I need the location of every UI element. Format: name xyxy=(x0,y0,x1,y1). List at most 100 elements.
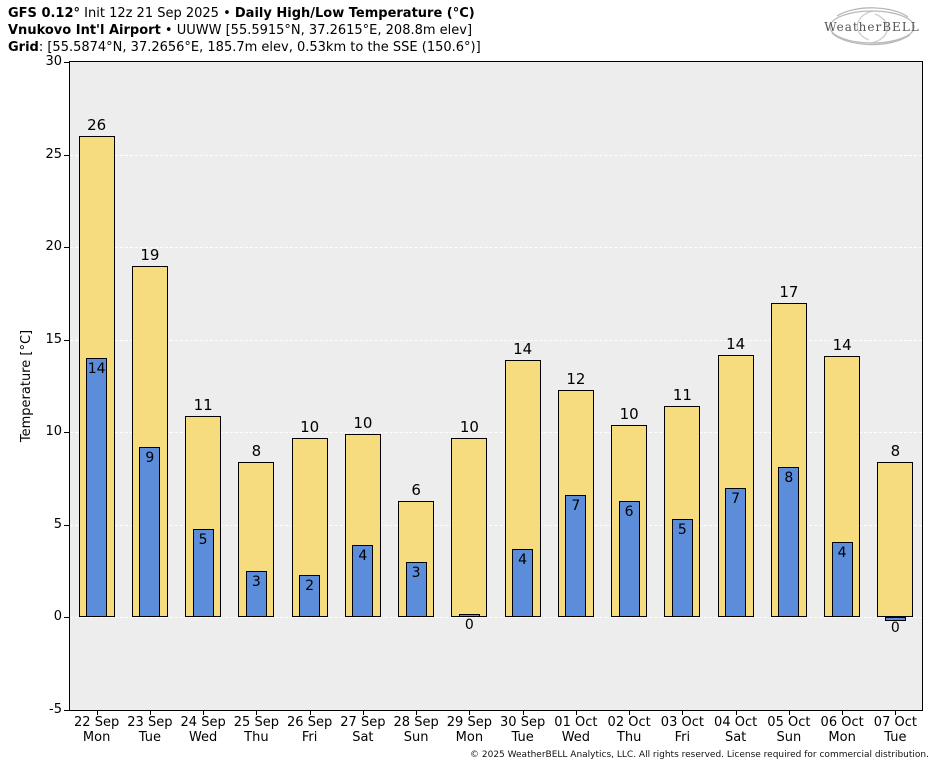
x-tick-day: Mon xyxy=(82,730,111,745)
y-gridline xyxy=(70,154,922,156)
low-value-label: 0 xyxy=(464,616,474,633)
x-tick-label: 07 Oct Tue xyxy=(869,715,922,745)
header-line-2: Vnukovo Int'l Airport • UUWW [55.5915°N,… xyxy=(8,22,481,39)
x-tick-day: Fri xyxy=(674,730,691,745)
x-tick-day: Thu xyxy=(616,730,642,745)
low-bar xyxy=(139,447,161,618)
low-value-label: 0 xyxy=(890,620,900,637)
x-tick-mark xyxy=(575,711,577,715)
chart-title: Daily High/Low Temperature (°C) xyxy=(234,6,475,21)
y-gridline xyxy=(70,247,922,249)
x-tick-label: 25 Sep Thu xyxy=(230,715,283,745)
low-value-label: 5 xyxy=(677,522,687,539)
weatherbell-logo: WeatherBELL xyxy=(817,3,927,55)
low-value-label: 7 xyxy=(731,490,741,507)
x-tick-mark xyxy=(309,711,311,715)
station-info: • UUWW [55.5915°N, 37.2615°E, 208.8m ele… xyxy=(160,23,473,38)
x-tick-date: 05 Oct xyxy=(767,715,811,730)
high-value-label: 12 xyxy=(566,369,586,388)
y-tick-label: 25 xyxy=(45,146,62,162)
low-bar xyxy=(725,487,747,618)
x-tick-date: 27 Sep xyxy=(340,715,386,730)
x-tick-label: 26 Sep Fri xyxy=(283,715,336,745)
y-gridline xyxy=(70,432,922,434)
logo-text: WeatherBELL xyxy=(824,20,920,34)
high-value-label: 11 xyxy=(672,386,692,405)
x-tick-label: 23 Sep Tue xyxy=(123,715,176,745)
x-tick-mark xyxy=(256,711,258,715)
y-gridline xyxy=(70,617,922,619)
init-time: Init 12z 21 Sep 2025 • xyxy=(80,6,235,21)
x-tick-mark xyxy=(895,711,897,715)
x-tick-mark xyxy=(682,711,684,715)
x-tick-day: Wed xyxy=(561,730,591,745)
x-tick-label: 27 Sep Sat xyxy=(336,715,389,745)
high-bar xyxy=(877,461,914,618)
y-tick-label: 5 xyxy=(53,516,62,532)
grid-info: : [55.5874°N, 37.2656°E, 185.7m elev, 0.… xyxy=(38,40,481,55)
x-tick-label: 02 Oct Thu xyxy=(603,715,656,745)
x-tick-label: 24 Sep Wed xyxy=(177,715,230,745)
y-tick-mark xyxy=(64,154,69,156)
high-value-label: 14 xyxy=(832,336,852,355)
x-tick-date: 30 Sep xyxy=(500,715,546,730)
x-tick-mark xyxy=(203,711,205,715)
high-value-label: 6 xyxy=(411,480,421,499)
high-value-label: 10 xyxy=(619,404,639,423)
low-bar xyxy=(512,548,534,618)
high-value-label: 19 xyxy=(140,245,160,264)
x-tick-mark xyxy=(469,711,471,715)
x-tick-mark xyxy=(629,711,631,715)
x-tick-label: 04 Oct Sat xyxy=(709,715,762,745)
high-value-label: 10 xyxy=(300,417,320,436)
header-line-1: GFS 0.12° Init 12z 21 Sep 2025 • Daily H… xyxy=(8,5,481,22)
low-bar xyxy=(86,358,108,618)
low-bar xyxy=(405,561,427,618)
x-tick-day: Thu xyxy=(244,730,269,745)
y-gridline xyxy=(70,339,922,341)
low-value-label: 8 xyxy=(784,470,794,487)
low-value-label: 6 xyxy=(624,503,634,520)
x-tick-date: 02 Oct xyxy=(607,715,651,730)
low-bar xyxy=(778,467,800,618)
x-tick-label: 01 Oct Wed xyxy=(549,715,602,745)
high-value-label: 8 xyxy=(890,441,901,460)
x-tick-mark xyxy=(735,711,737,715)
low-value-label: 7 xyxy=(571,498,581,515)
high-value-label: 26 xyxy=(87,116,107,135)
low-value-label: 4 xyxy=(518,551,528,568)
x-tick-date: 29 Sep xyxy=(446,715,492,730)
x-tick-label: 30 Sep Tue xyxy=(496,715,549,745)
x-tick-date: 22 Sep xyxy=(74,715,120,730)
x-tick-day: Sat xyxy=(724,730,747,745)
x-tick-date: 06 Oct xyxy=(820,715,864,730)
x-tick-label: 28 Sep Sun xyxy=(390,715,443,745)
y-tick-mark xyxy=(64,62,69,63)
x-tick-date: 03 Oct xyxy=(660,715,704,730)
copyright-footer: © 2025 WeatherBELL Analytics, LLC. All r… xyxy=(470,750,929,760)
weatherbell-swirl-icon: WeatherBELL xyxy=(824,7,920,46)
y-gridline xyxy=(70,524,922,526)
high-value-label: 14 xyxy=(513,340,533,359)
x-tick-mark xyxy=(788,711,790,715)
low-bar xyxy=(352,545,374,618)
x-tick-date: 07 Oct xyxy=(873,715,917,730)
x-tick-day: Tue xyxy=(138,730,161,745)
low-bar xyxy=(245,571,267,618)
x-tick-date: 26 Sep xyxy=(287,715,333,730)
y-tick-mark xyxy=(64,524,69,526)
station-name: Vnukovo Int'l Airport xyxy=(8,23,161,38)
x-tick-day: Tue xyxy=(884,730,907,745)
low-value-label: 9 xyxy=(145,450,155,467)
header-line-3: Grid: [55.5874°N, 37.2656°E, 185.7m elev… xyxy=(8,39,481,56)
y-tick-mark xyxy=(64,247,69,249)
low-bar xyxy=(618,500,640,618)
x-tick-label: 06 Oct Mon xyxy=(816,715,869,745)
model-name: GFS 0.12° xyxy=(8,6,81,21)
x-tick-mark xyxy=(416,711,418,715)
x-tick-day: Fri xyxy=(301,730,318,745)
low-bar xyxy=(831,541,853,618)
low-bar xyxy=(192,528,214,618)
x-tick-label: 03 Oct Fri xyxy=(656,715,709,745)
x-tick-day: Sat xyxy=(352,730,374,745)
